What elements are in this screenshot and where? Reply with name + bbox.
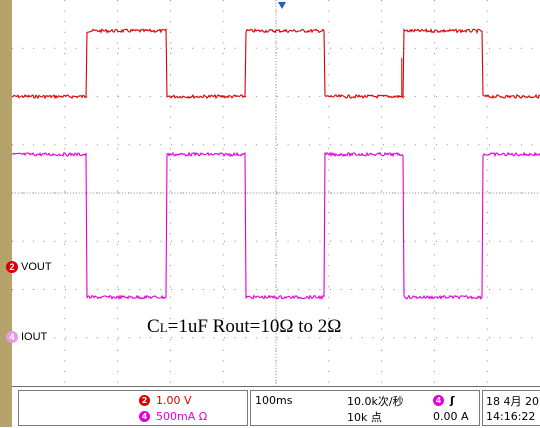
ch2-label: 2 VOUT	[6, 261, 52, 273]
trigger-level: 0.00 A	[433, 410, 469, 423]
trigger-source-badge: 4	[433, 395, 444, 406]
left-border	[0, 0, 12, 427]
timebase-panel[interactable]: 100ms 10.0k次/秒 4 ʃ 10k 点 0.00 A	[250, 390, 480, 426]
ch2-scale: 1.00 V	[156, 394, 192, 407]
annotation-text: CL=1uF Rout=10Ω to 2Ω	[147, 316, 342, 337]
ch4-scale: 500mA Ω	[156, 410, 208, 423]
channel-scale-panel[interactable]: 2 1.00 V 4 500mA Ω	[18, 390, 248, 426]
sample-rate: 10.0k次/秒	[347, 394, 404, 408]
graticule	[12, 0, 540, 386]
ch4-name: IOUT	[21, 331, 48, 343]
trigger-position-icon	[278, 2, 286, 9]
ch4-scale-badge: 4	[139, 411, 150, 422]
ch2-scale-badge: 2	[139, 395, 150, 406]
record-length: 10k 点	[347, 410, 382, 424]
ch4-label: 4 IOUT	[6, 331, 47, 343]
ch2-name: VOUT	[21, 261, 52, 273]
date-display: 18 4月 20	[486, 394, 539, 408]
timebase-value: 100ms	[255, 394, 293, 407]
datetime-panel: 18 4月 20 14:16:22	[482, 390, 540, 426]
ch2-badge: 2	[6, 261, 18, 273]
trigger-slope-icon: ʃ	[450, 394, 455, 407]
ch4-iout-trace	[11, 151, 540, 301]
status-bar: 2 1.00 V 4 500mA Ω 100ms 10.0k次/秒 4 ʃ 10…	[12, 386, 540, 428]
time-display: 14:16:22	[486, 410, 536, 423]
ch4-badge: 4	[6, 331, 18, 343]
ch2-vout-trace	[11, 28, 540, 100]
